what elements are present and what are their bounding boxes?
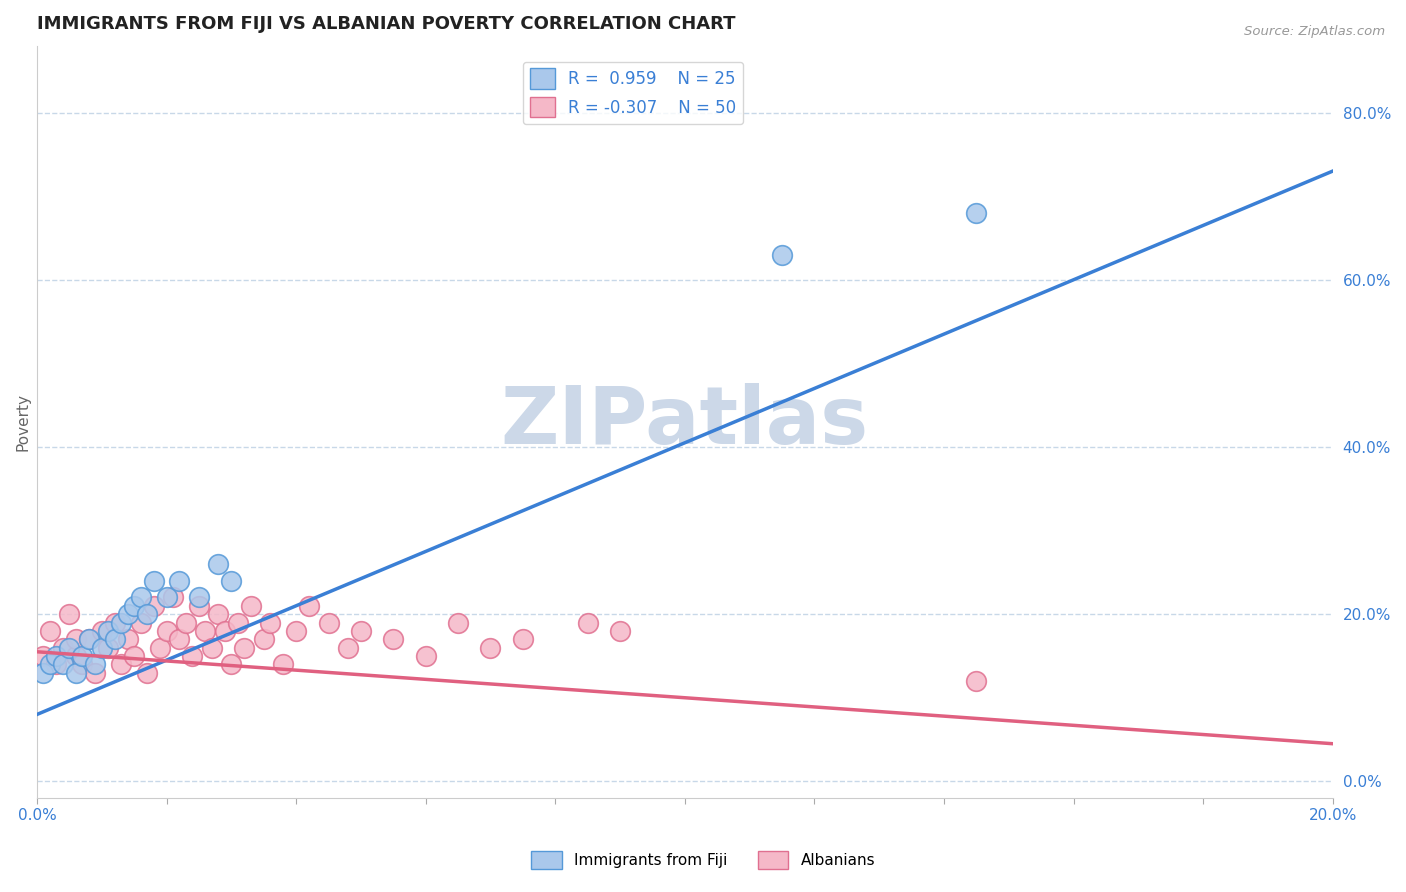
Point <box>38 657 60 672</box>
Point <box>32 648 55 663</box>
Point <box>207 607 229 622</box>
Point <box>72 648 94 663</box>
Point <box>84 665 107 680</box>
Point <box>122 599 145 613</box>
Point <box>609 624 631 638</box>
Point <box>285 624 308 638</box>
Point <box>187 599 209 613</box>
Point <box>382 632 405 647</box>
Point <box>201 640 224 655</box>
Point <box>65 648 87 663</box>
Point <box>136 665 159 680</box>
Point <box>162 591 184 605</box>
Point <box>194 624 217 638</box>
Point <box>90 624 112 638</box>
Point <box>122 648 145 663</box>
Point <box>58 607 80 622</box>
Legend: Immigrants from Fiji, Albanians: Immigrants from Fiji, Albanians <box>524 845 882 875</box>
Point <box>149 640 172 655</box>
Point <box>155 591 177 605</box>
Point <box>965 673 987 688</box>
Point <box>318 615 340 630</box>
Point <box>58 640 80 655</box>
Point <box>479 640 502 655</box>
Point <box>110 657 132 672</box>
Point <box>65 665 87 680</box>
Point <box>104 615 127 630</box>
Point <box>45 648 67 663</box>
Point <box>336 640 359 655</box>
Point <box>77 632 100 647</box>
Point <box>52 640 75 655</box>
Point <box>350 624 373 638</box>
Point <box>117 632 139 647</box>
Text: ZIPatlas: ZIPatlas <box>501 383 869 461</box>
Point <box>233 640 256 655</box>
Point <box>45 657 67 672</box>
Point <box>965 206 987 220</box>
Point <box>770 247 793 261</box>
Point <box>155 624 177 638</box>
Point <box>142 599 165 613</box>
Point <box>117 607 139 622</box>
Point <box>38 624 60 638</box>
Text: IMMIGRANTS FROM FIJI VS ALBANIAN POVERTY CORRELATION CHART: IMMIGRANTS FROM FIJI VS ALBANIAN POVERTY… <box>37 15 735 33</box>
Point <box>169 632 191 647</box>
Point <box>129 615 152 630</box>
Point <box>84 657 107 672</box>
Point <box>174 615 197 630</box>
Point <box>72 657 94 672</box>
Point <box>142 574 165 588</box>
Point <box>259 615 281 630</box>
Point <box>104 632 127 647</box>
Point <box>97 624 120 638</box>
Point <box>298 599 321 613</box>
Point <box>226 615 249 630</box>
Point <box>110 615 132 630</box>
Point <box>90 640 112 655</box>
Point <box>253 632 276 647</box>
Point <box>65 632 87 647</box>
Point <box>207 557 229 571</box>
Point <box>576 615 599 630</box>
Y-axis label: Poverty: Poverty <box>15 392 30 450</box>
Point <box>181 648 204 663</box>
Point <box>52 657 75 672</box>
Point <box>447 615 470 630</box>
Point <box>32 665 55 680</box>
Point <box>129 591 152 605</box>
Legend: R =  0.959    N = 25, R = -0.307    N = 50: R = 0.959 N = 25, R = -0.307 N = 50 <box>523 62 742 124</box>
Point <box>512 632 534 647</box>
Point <box>214 624 236 638</box>
Point <box>187 591 209 605</box>
Point <box>77 632 100 647</box>
Point <box>271 657 294 672</box>
Point <box>221 657 243 672</box>
Text: Source: ZipAtlas.com: Source: ZipAtlas.com <box>1244 25 1385 38</box>
Point <box>169 574 191 588</box>
Point <box>239 599 262 613</box>
Point <box>136 607 159 622</box>
Point <box>221 574 243 588</box>
Point <box>415 648 437 663</box>
Point <box>97 640 120 655</box>
